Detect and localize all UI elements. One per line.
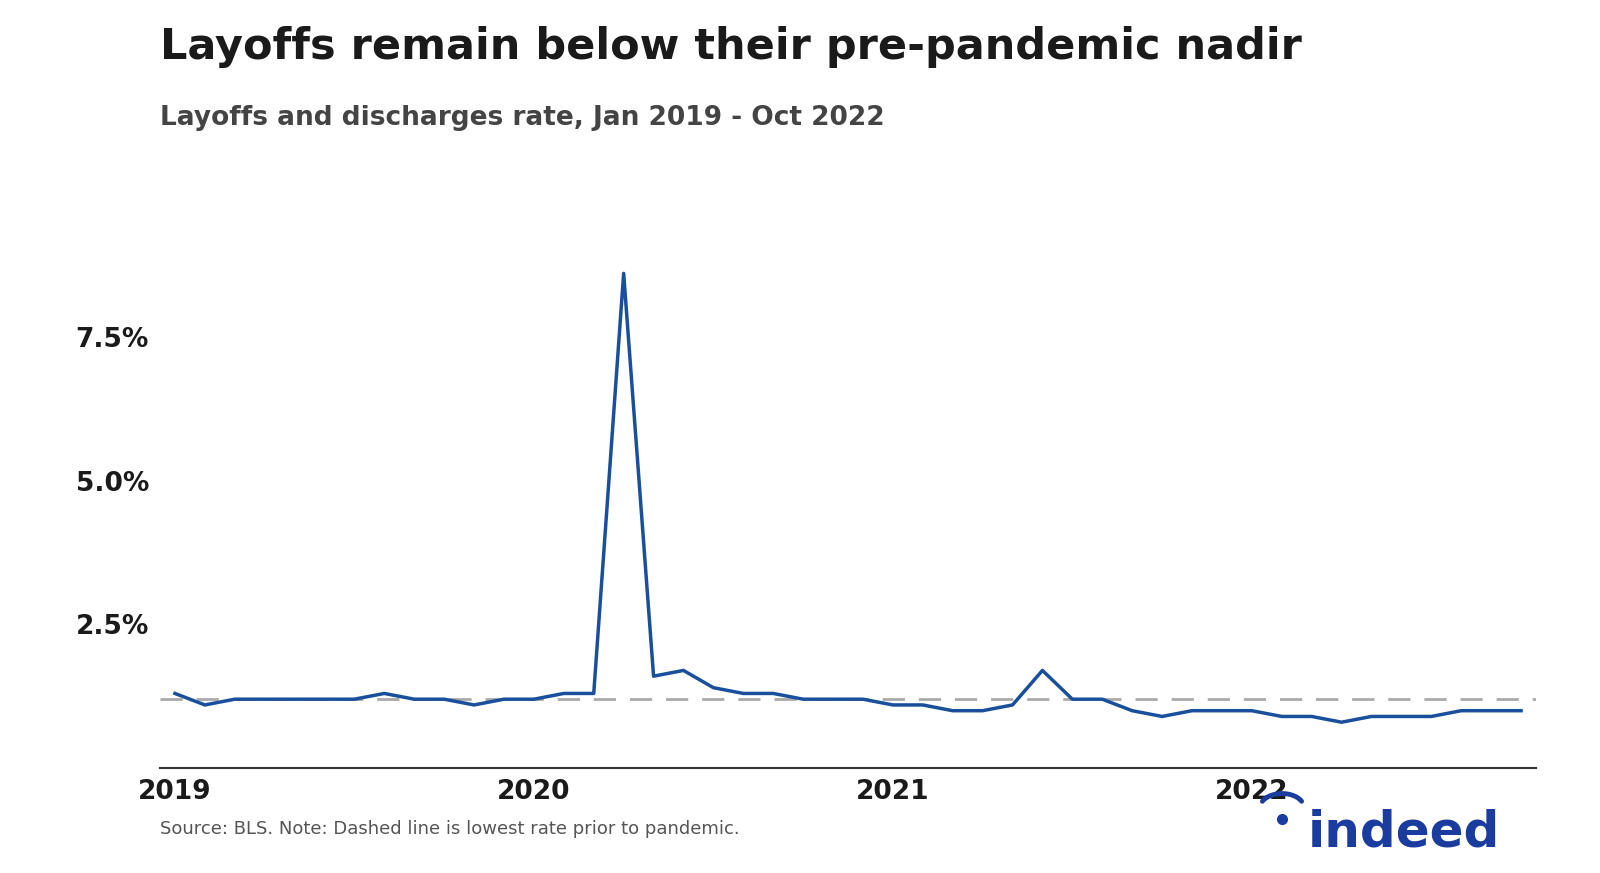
- Text: indeed: indeed: [1307, 809, 1501, 856]
- Text: Layoffs remain below their pre-pandemic nadir: Layoffs remain below their pre-pandemic …: [160, 26, 1302, 68]
- Text: Source: BLS. Note: Dashed line is lowest rate prior to pandemic.: Source: BLS. Note: Dashed line is lowest…: [160, 820, 739, 838]
- Text: Layoffs and discharges rate, Jan 2019 - Oct 2022: Layoffs and discharges rate, Jan 2019 - …: [160, 105, 885, 131]
